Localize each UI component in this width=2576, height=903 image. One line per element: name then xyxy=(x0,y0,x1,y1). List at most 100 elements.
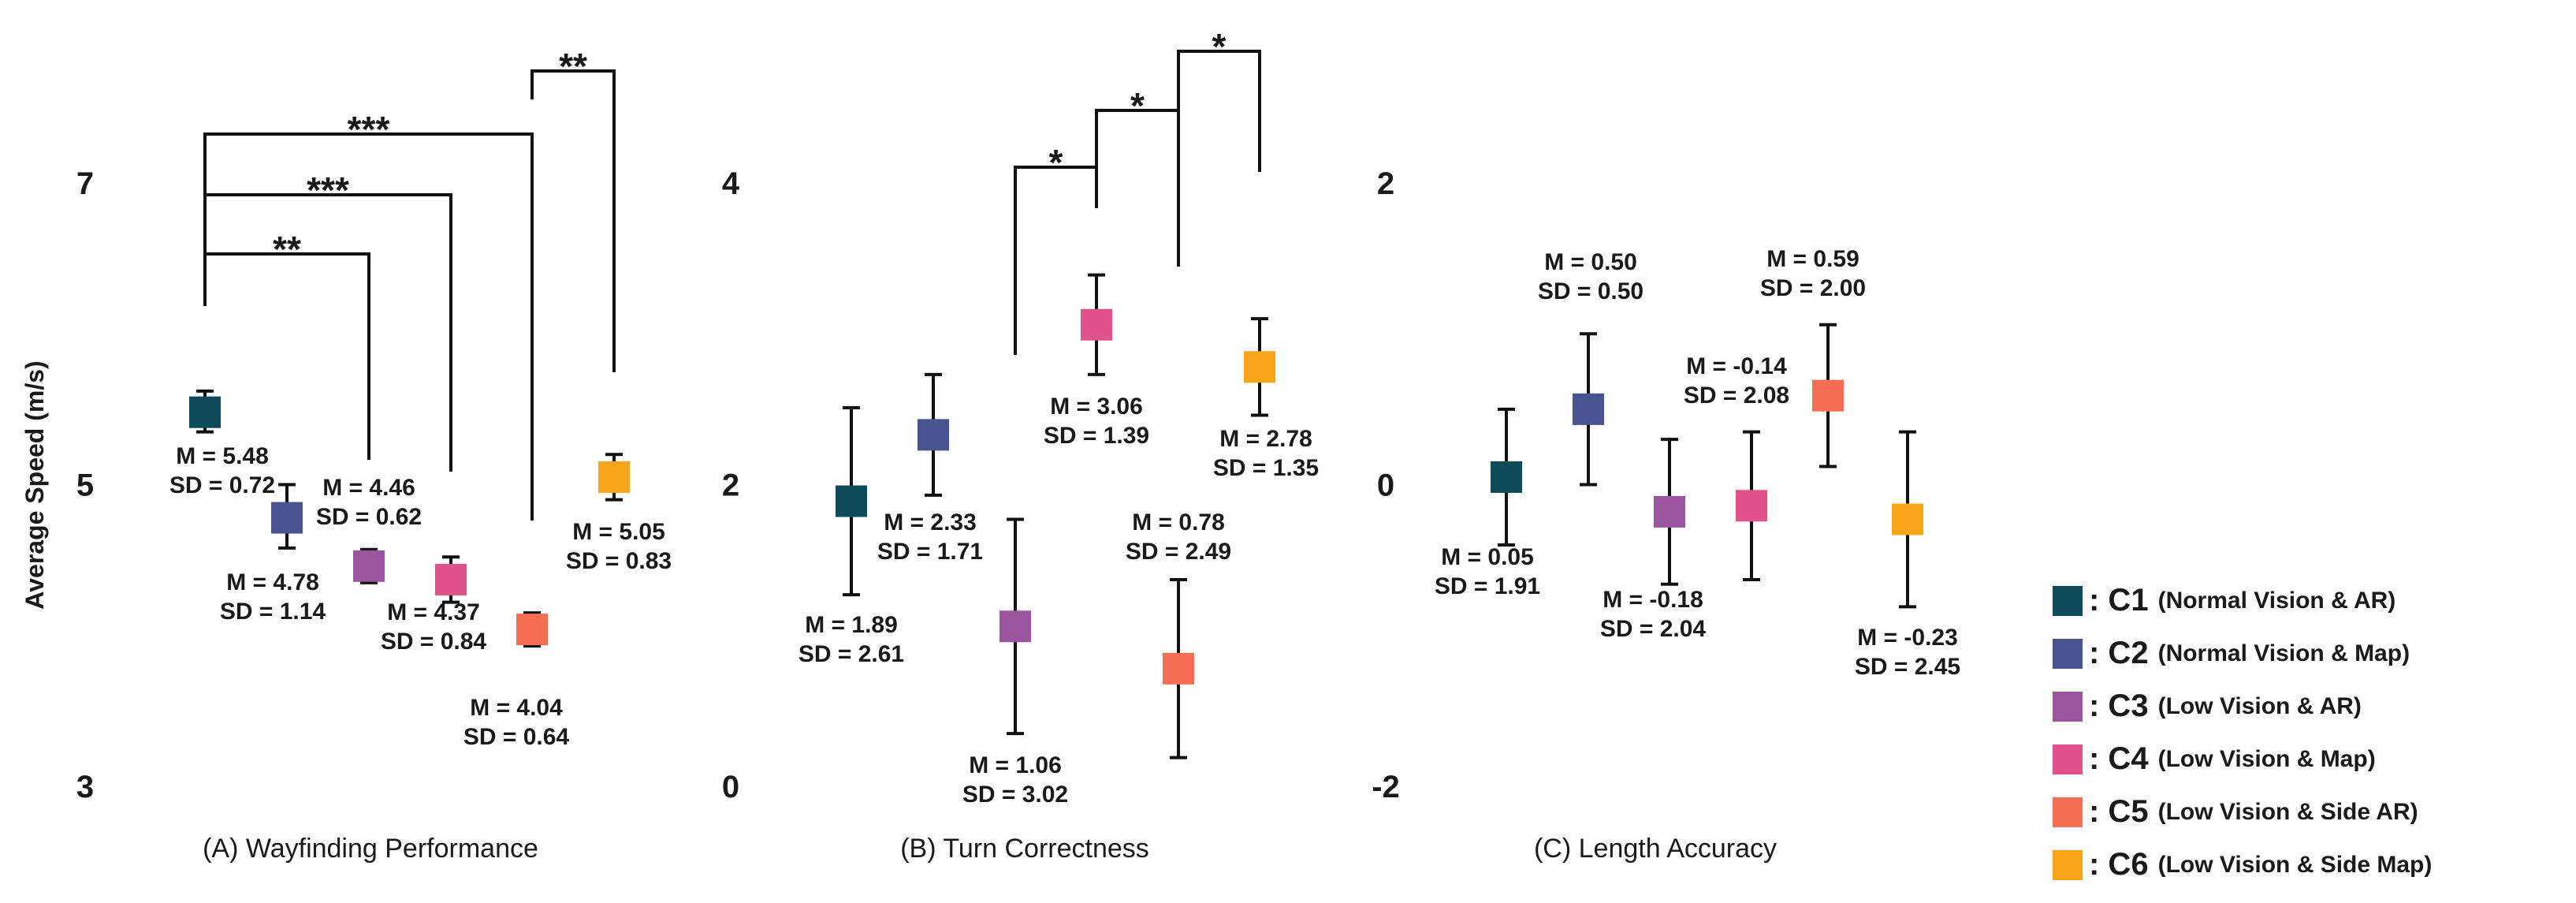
panel-2-c2-mean-label: M = 2.33 xyxy=(884,509,977,535)
panel-2-bracket-2 xyxy=(1095,109,1180,267)
panel-1-c1-sd-label: SD = 0.72 xyxy=(169,472,275,498)
panel-3-c4-marker xyxy=(1736,490,1767,522)
panel-2-c5-mean-label: M = 0.78 xyxy=(1132,509,1225,535)
panel-1-c6-sd-label: SD = 0.83 xyxy=(566,548,672,574)
panel-1-bracket-3-stars: *** xyxy=(348,109,390,150)
legend-code-c4: : C4 xyxy=(2089,741,2149,776)
panel-1-ytick-1: 5 xyxy=(76,468,94,503)
panel-2-ytick-2: 4 xyxy=(722,166,740,201)
panel-2-c2-sd-label: SD = 1.71 xyxy=(877,539,983,565)
panel-1-c6-mean-label: M = 5.05 xyxy=(572,519,665,545)
panel-1-c4-mean-label: M = 4.37 xyxy=(387,599,480,625)
panel-2-c3-mean-label: M = 1.06 xyxy=(969,752,1062,778)
panel-2-c4-marker xyxy=(1081,308,1112,341)
panel-3-c2-marker xyxy=(1573,393,1604,425)
panel-1-bracket-4 xyxy=(530,69,616,372)
panel-3-ytick-1: 0 xyxy=(1377,468,1394,503)
panel-3-c1-marker xyxy=(1491,461,1522,493)
panel-2-c6-marker xyxy=(1244,351,1275,383)
legend-code-c3: : C3 xyxy=(2089,688,2149,723)
legend-desc-c2: (Normal Vision & Map) xyxy=(2157,640,2410,666)
panel-1-c3-sd-label: SD = 0.62 xyxy=(316,504,422,530)
panel-2-c6-sd-label: SD = 1.35 xyxy=(1213,455,1319,481)
panel-1-c2-marker xyxy=(271,502,303,534)
panel-1-title: (A) Wayfinding Performance xyxy=(203,834,538,864)
panel-1-bracket-4-stars: ** xyxy=(559,46,587,87)
panel-3-c6-marker xyxy=(1892,503,1923,535)
panel-1-c6-marker xyxy=(598,461,630,493)
panel-1-c5-marker xyxy=(516,614,548,646)
panel-3-ytick-0: -2 xyxy=(1372,770,1400,804)
legend-item-c1: : C1 (Normal Vision & AR) xyxy=(2053,583,2432,618)
panel-2-c1-sd-label: SD = 2.61 xyxy=(798,641,904,667)
panel-3-c3-marker xyxy=(1654,495,1685,528)
panel-1-c3-mean-label: M = 4.46 xyxy=(322,475,415,501)
panel-1-c2-sd-label: SD = 1.14 xyxy=(220,599,326,625)
panel-3-c6-mean-label: M = -0.23 xyxy=(1857,625,1958,651)
panel-2-c5-marker xyxy=(1163,652,1194,685)
panel-3-c2-mean-label: M = 0.50 xyxy=(1544,249,1637,275)
legend-item-c2: : C2 (Normal Vision & Map) xyxy=(2053,636,2432,670)
legend-code-c5: : C5 xyxy=(2089,794,2149,829)
legend-swatch-c1 xyxy=(2053,585,2083,616)
legend-swatch-c2 xyxy=(2053,638,2083,669)
panel-2-ytick-1: 2 xyxy=(722,468,739,503)
panel-2-c3-marker xyxy=(1000,610,1031,643)
panel-1-bracket-3 xyxy=(203,132,534,521)
panel-3-ytick-2: 2 xyxy=(1377,166,1394,201)
panel-1-ytick-0: 3 xyxy=(76,770,94,804)
legend-desc-c4: (Low Vision & Map) xyxy=(2157,745,2376,772)
panel-1-c1-mean-label: M = 5.48 xyxy=(176,443,269,469)
legend-code-c1: : C1 xyxy=(2089,583,2149,618)
legend-swatch-c4 xyxy=(2053,744,2083,774)
panel-3-c4-sd-label: SD = 2.08 xyxy=(1684,382,1789,409)
legend-desc-c1: (Normal Vision & AR) xyxy=(2157,587,2396,614)
panel-1-c5-sd-label: SD = 0.64 xyxy=(463,724,570,750)
panel-1-c3-marker xyxy=(353,550,385,582)
panel-1-c2-mean-label: M = 4.78 xyxy=(226,569,319,595)
panel-2-bracket-1-stars: * xyxy=(1049,142,1063,183)
panel-2-bracket-2-stars: * xyxy=(1130,85,1145,126)
panel-1-ytick-2: 7 xyxy=(76,166,94,201)
panel-1-c1-marker xyxy=(189,396,221,428)
panel-1-bracket-2 xyxy=(203,193,452,472)
panel-3-c1-mean-label: M = 0.05 xyxy=(1441,544,1534,570)
panel-2-c1-mean-label: M = 1.89 xyxy=(805,612,898,638)
legend-swatch-c3 xyxy=(2053,691,2083,722)
legend-swatch-c6 xyxy=(2053,849,2083,880)
panel-2-c2-marker xyxy=(918,419,949,451)
panel-3-c5-mean-label: M = 0.59 xyxy=(1766,246,1859,272)
legend-item-c6: : C6 (Low Vision & Side Map) xyxy=(2053,847,2433,882)
panel-1-bracket-2-stars: *** xyxy=(307,170,349,211)
panel-1-c5-mean-label: M = 4.04 xyxy=(470,695,563,721)
legend-desc-c5: (Low Vision & Side AR) xyxy=(2157,798,2418,825)
panel-3-title: (C) Length Accuracy xyxy=(1534,834,1777,864)
legend: : C1 (Normal Vision & AR) : C2 (Normal V… xyxy=(2053,583,2433,901)
panel-3-c6-sd-label: SD = 2.45 xyxy=(1855,654,1960,680)
panel-2-c4-mean-label: M = 3.06 xyxy=(1050,394,1143,420)
panel-3-c3-mean-label: M = -0.18 xyxy=(1603,587,1703,613)
panel-2-bracket-1 xyxy=(1014,166,1098,355)
panel-1-bracket-1-stars: ** xyxy=(273,229,301,270)
legend-item-c3: : C3 (Low Vision & AR) xyxy=(2053,688,2432,723)
legend-code-c2: : C2 xyxy=(2089,636,2149,670)
panel-3-c1-sd-label: SD = 1.91 xyxy=(1435,573,1540,599)
legend-desc-c6: (Low Vision & Side Map) xyxy=(2157,851,2433,878)
panel-2-ytick-0: 0 xyxy=(722,770,739,804)
legend-item-c4: : C4 (Low Vision & Map) xyxy=(2053,741,2432,776)
legend-desc-c3: (Low Vision & AR) xyxy=(2157,692,2362,719)
panel-2-c4-sd-label: SD = 1.39 xyxy=(1044,423,1149,449)
panel-2-c3-sd-label: SD = 3.02 xyxy=(962,782,1068,808)
panel-2-bracket-3-stars: * xyxy=(1212,26,1227,67)
panel-2-bracket-3 xyxy=(1177,50,1261,172)
panel-1-bracket-1 xyxy=(203,252,370,460)
panel-2-c5-sd-label: SD = 2.49 xyxy=(1126,539,1231,565)
panel-3-c2-sd-label: SD = 0.50 xyxy=(1538,278,1644,304)
panel-1-ylabel: Average Speed (m/s) xyxy=(20,360,49,609)
legend-item-c5: : C5 (Low Vision & Side AR) xyxy=(2053,794,2432,829)
panel-3-c5-sd-label: SD = 2.00 xyxy=(1760,275,1866,301)
panel-1-c4-marker xyxy=(435,563,467,595)
panel-3-c4-mean-label: M = -0.14 xyxy=(1686,353,1787,379)
panel-1-c4-sd-label: SD = 0.84 xyxy=(381,629,487,655)
